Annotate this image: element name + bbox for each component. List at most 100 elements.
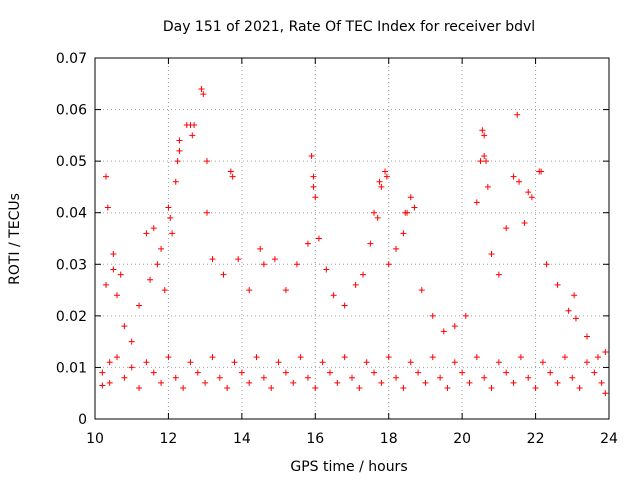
data-point (310, 173, 317, 180)
data-point (334, 379, 341, 386)
data-point (203, 158, 210, 165)
data-point (525, 374, 532, 381)
data-point (114, 354, 121, 361)
data-point (238, 369, 245, 376)
data-point (110, 266, 117, 273)
data-point (253, 354, 260, 361)
data-point (172, 374, 179, 381)
data-point (591, 369, 598, 376)
data-point (554, 281, 561, 288)
x-tick-label: 20 (453, 431, 471, 447)
data-point (216, 374, 223, 381)
data-point (565, 307, 572, 314)
data-point (532, 385, 539, 392)
data-point (554, 379, 561, 386)
data-point (503, 369, 510, 376)
data-point (297, 354, 304, 361)
data-point (231, 359, 238, 366)
data-point (315, 235, 322, 242)
data-point (407, 194, 414, 201)
data-point (517, 354, 524, 361)
data-point (271, 256, 278, 263)
data-points (99, 85, 609, 397)
data-point (189, 132, 196, 139)
data-point (106, 359, 113, 366)
data-point (275, 359, 282, 366)
x-axis-label: GPS time / hours (290, 459, 407, 475)
data-point (543, 261, 550, 268)
data-point (481, 374, 488, 381)
data-point (400, 230, 407, 237)
data-point (440, 328, 447, 335)
data-point (304, 240, 311, 247)
data-point (312, 194, 319, 201)
data-point (393, 374, 400, 381)
data-point (235, 256, 242, 263)
data-point (121, 374, 128, 381)
y-tick-label: 0.07 (56, 51, 87, 67)
data-point (598, 379, 605, 386)
data-point (341, 354, 348, 361)
data-point (282, 287, 289, 294)
data-point (378, 379, 385, 386)
data-point (451, 323, 458, 330)
data-point (128, 364, 135, 371)
data-point (147, 276, 154, 283)
data-point (99, 369, 106, 376)
data-point (198, 85, 205, 92)
data-point (103, 173, 110, 180)
data-point (136, 385, 143, 392)
data-point (571, 292, 578, 299)
data-point (290, 379, 297, 386)
data-point (150, 369, 157, 376)
axis-ticks: 0 0.01 0.02 0.03 0.04 0.05 0.06 0.07 10 12 14 16 18 2… (56, 51, 618, 447)
data-point (459, 369, 466, 376)
data-point (528, 194, 535, 201)
data-point (371, 369, 378, 376)
data-point (481, 132, 488, 139)
data-point (154, 261, 161, 268)
data-point (224, 385, 231, 392)
y-tick-label: 0.02 (56, 309, 87, 325)
data-point (538, 168, 545, 175)
data-point (569, 374, 576, 381)
data-point (473, 354, 480, 361)
data-point (429, 312, 436, 319)
data-point (367, 240, 374, 247)
x-tick-label: 22 (527, 431, 545, 447)
data-point (349, 374, 355, 381)
data-point (360, 271, 367, 278)
x-tick-label: 18 (380, 431, 398, 447)
data-point (514, 111, 521, 118)
data-point (161, 287, 168, 294)
data-point (484, 183, 491, 190)
data-point (561, 354, 568, 361)
data-point (174, 158, 181, 165)
data-point (473, 199, 480, 206)
data-point (282, 369, 289, 376)
data-point (444, 385, 451, 392)
data-point (117, 271, 124, 278)
data-point (539, 359, 546, 366)
y-tick-label: 0.06 (56, 103, 87, 119)
x-tick-label: 14 (233, 431, 251, 447)
y-axis-label: ROTI / TECUs (7, 193, 23, 285)
data-point (383, 173, 390, 180)
data-point (268, 385, 275, 392)
data-point (483, 158, 490, 165)
data-point (194, 369, 201, 376)
data-point (576, 385, 583, 392)
data-point (602, 390, 609, 397)
data-point (165, 204, 172, 211)
data-point (385, 261, 392, 268)
data-point (293, 261, 300, 268)
data-point (143, 230, 150, 237)
data-point (594, 354, 601, 361)
x-tick-label: 16 (306, 431, 324, 447)
data-point (437, 374, 444, 381)
data-point (308, 152, 315, 159)
x-tick-label: 24 (600, 431, 618, 447)
data-point (429, 354, 436, 361)
x-tick-label: 12 (160, 431, 178, 447)
data-point (169, 230, 176, 237)
